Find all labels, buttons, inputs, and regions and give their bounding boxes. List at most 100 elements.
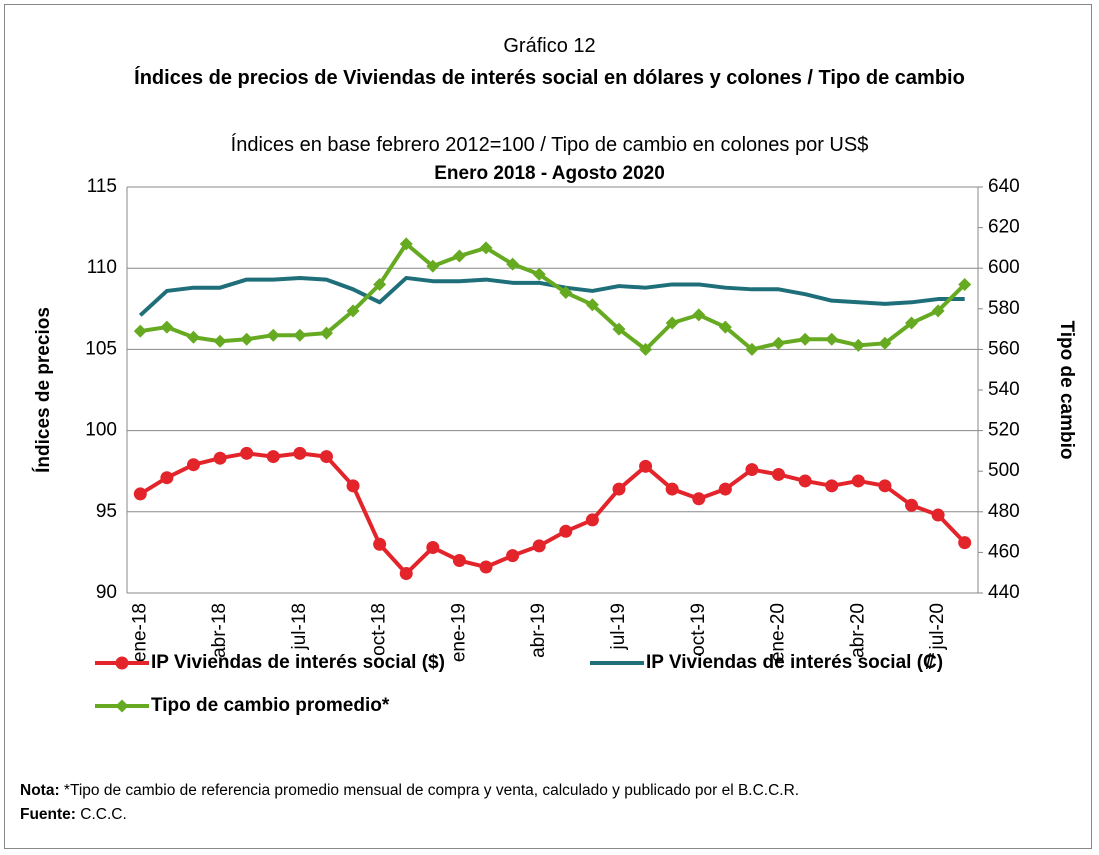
point (665, 482, 679, 496)
point (452, 554, 466, 568)
point (639, 459, 653, 473)
y2-tick-label: 440 (988, 582, 1020, 603)
point (160, 471, 174, 485)
point (798, 474, 812, 488)
x-tick-label: ene-19 (448, 603, 469, 662)
point (373, 537, 387, 551)
point (160, 320, 174, 334)
point (266, 328, 280, 342)
x-tick-label: jul-18 (289, 603, 310, 650)
y2-tick-label: 580 (988, 298, 1020, 319)
point (115, 699, 129, 713)
point (346, 479, 360, 493)
y2-tick-label: 480 (988, 501, 1020, 522)
point (665, 316, 679, 330)
point (506, 257, 520, 271)
point (772, 467, 786, 481)
note-text: *Tipo de cambio de referencia promedio m… (59, 782, 800, 799)
point (639, 342, 653, 356)
point (293, 328, 307, 342)
period: Enero 2018 - Agosto 2020 (434, 163, 665, 184)
y-tick-label: 105 (85, 338, 117, 359)
point (266, 450, 280, 464)
point (426, 541, 440, 555)
point (293, 446, 307, 460)
legend-label: IP Viviendas de interés social (₡) (646, 652, 943, 673)
y-tick-label: 115 (87, 176, 117, 197)
point (958, 277, 972, 291)
chart-title: Índices de precios de Viviendas de inter… (134, 67, 965, 89)
x-tick-label: oct-19 (688, 603, 709, 656)
y2-tick-label: 540 (988, 379, 1020, 400)
y2-tick-label: 560 (988, 338, 1020, 359)
note-label: Nota: (20, 782, 60, 799)
pretitle: Gráfico 12 (503, 35, 596, 57)
source-text: C.C.C. (75, 806, 127, 823)
source-label: Fuente: (20, 806, 76, 823)
y2-tick-label: 460 (988, 541, 1020, 562)
point (958, 536, 972, 550)
y-tick-label: 95 (96, 501, 117, 522)
point (115, 656, 129, 670)
x-tick-label: oct-18 (369, 603, 390, 656)
series-line (139, 241, 967, 352)
point (559, 286, 573, 300)
y-axis-label: Índices de precios (32, 307, 54, 473)
point (745, 463, 759, 477)
point (772, 336, 786, 350)
legend-label: Tipo de cambio promedio* (151, 695, 390, 716)
point (745, 342, 759, 356)
y-tick-label: 100 (85, 420, 117, 441)
x-tick-label: abr-19 (528, 603, 549, 658)
point (905, 498, 919, 512)
point (213, 451, 227, 465)
point (585, 298, 599, 312)
x-tick-label: abr-20 (847, 603, 868, 658)
point (133, 324, 147, 338)
y-tick-label: 110 (87, 257, 117, 278)
point (798, 332, 812, 346)
point (426, 259, 440, 273)
point (399, 237, 413, 251)
point (931, 508, 945, 522)
y2-axis-label: Tipo de cambio (1056, 320, 1077, 459)
point (851, 474, 865, 488)
point (319, 326, 333, 340)
point (479, 241, 493, 255)
point (851, 338, 865, 352)
point (399, 567, 413, 581)
point (718, 320, 732, 334)
point (905, 316, 919, 330)
y2-tick-label: 520 (988, 420, 1020, 441)
point (506, 549, 520, 563)
x-tick-label: ene-18 (129, 603, 150, 662)
point (692, 492, 706, 506)
x-tick-label: ene-20 (768, 603, 789, 662)
point (532, 539, 546, 553)
source: Fuente: C.C.C. (20, 806, 127, 824)
point (213, 334, 227, 348)
point (718, 482, 732, 496)
point (186, 330, 200, 344)
legend-label: IP Viviendas de interés social ($) (151, 652, 445, 673)
point (186, 458, 200, 472)
point (612, 322, 626, 336)
y2-tick-label: 640 (988, 176, 1020, 197)
point (452, 249, 466, 263)
point (585, 513, 599, 527)
point (825, 332, 839, 346)
point (878, 336, 892, 350)
point (133, 487, 147, 501)
y2-tick-label: 600 (988, 257, 1020, 278)
point (878, 479, 892, 493)
point (532, 267, 546, 281)
point (692, 308, 706, 322)
y2-tick-label: 500 (988, 460, 1020, 481)
x-tick-label: jul-19 (608, 603, 629, 650)
point (240, 332, 254, 346)
point (346, 304, 360, 318)
subtitle: Índices en base febrero 2012=100 / Tipo … (230, 134, 869, 156)
series-line (139, 451, 967, 576)
